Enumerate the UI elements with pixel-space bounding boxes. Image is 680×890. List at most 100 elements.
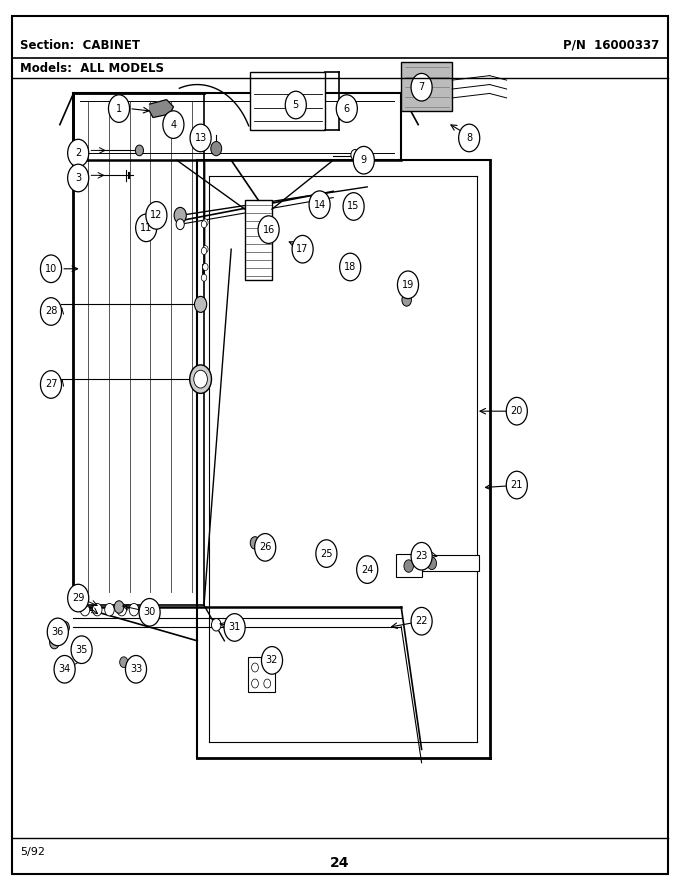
Circle shape [120, 657, 128, 668]
Circle shape [254, 533, 276, 562]
Circle shape [411, 542, 432, 570]
Circle shape [71, 635, 92, 664]
Circle shape [309, 191, 330, 218]
Circle shape [211, 142, 222, 156]
Circle shape [316, 539, 337, 568]
Circle shape [125, 655, 147, 684]
Circle shape [105, 603, 114, 616]
Circle shape [354, 147, 374, 174]
Circle shape [250, 537, 260, 549]
Circle shape [146, 201, 167, 230]
Circle shape [41, 297, 61, 325]
Circle shape [261, 646, 283, 675]
Text: 20: 20 [511, 406, 523, 417]
Circle shape [176, 219, 184, 230]
Circle shape [201, 221, 207, 228]
Circle shape [506, 472, 527, 498]
Circle shape [411, 74, 432, 101]
Circle shape [506, 397, 527, 425]
Circle shape [286, 92, 307, 118]
Circle shape [190, 125, 211, 152]
Text: 31: 31 [228, 622, 241, 633]
Text: 18: 18 [344, 262, 356, 272]
Text: P/N  16000337: P/N 16000337 [563, 39, 660, 52]
Text: 27: 27 [45, 379, 57, 390]
Text: 30: 30 [143, 607, 156, 618]
Bar [248, 657, 275, 692]
Circle shape [203, 263, 208, 271]
Circle shape [351, 150, 359, 160]
Circle shape [190, 365, 211, 393]
Text: 22: 22 [415, 616, 428, 627]
Circle shape [67, 584, 88, 612]
Circle shape [201, 247, 207, 255]
Circle shape [258, 216, 279, 244]
Circle shape [67, 140, 88, 167]
Bar [396, 554, 422, 577]
Text: 13: 13 [194, 133, 207, 143]
Circle shape [252, 679, 258, 688]
Circle shape [54, 655, 75, 684]
Text: 14: 14 [313, 199, 326, 210]
Circle shape [139, 598, 160, 627]
Circle shape [108, 95, 129, 122]
Text: 26: 26 [259, 542, 271, 553]
Text: 35: 35 [75, 644, 88, 655]
Circle shape [203, 246, 208, 253]
Text: 24: 24 [330, 856, 350, 870]
Circle shape [41, 255, 61, 283]
Circle shape [201, 274, 207, 281]
Text: 19: 19 [402, 279, 414, 290]
Circle shape [224, 614, 245, 641]
Circle shape [92, 603, 102, 616]
Circle shape [211, 619, 221, 631]
Text: 6: 6 [343, 103, 350, 114]
Circle shape [135, 145, 143, 156]
Text: 10: 10 [45, 263, 57, 274]
Circle shape [114, 601, 124, 613]
Circle shape [117, 603, 126, 616]
Text: 24: 24 [361, 564, 373, 575]
Circle shape [129, 603, 139, 616]
Text: 21: 21 [511, 480, 523, 490]
Text: 11: 11 [140, 222, 152, 233]
Text: 2: 2 [75, 148, 82, 158]
Text: 3: 3 [75, 173, 82, 183]
Text: 32: 32 [266, 655, 278, 666]
Text: 5: 5 [292, 100, 299, 110]
Text: 5/92: 5/92 [20, 846, 46, 857]
Text: Models:  ALL MODELS: Models: ALL MODELS [20, 62, 165, 75]
Text: 12: 12 [150, 210, 163, 221]
Text: 1: 1 [116, 103, 122, 114]
Polygon shape [150, 100, 173, 117]
Circle shape [397, 271, 419, 299]
Circle shape [252, 663, 258, 672]
Circle shape [194, 296, 207, 312]
Text: 7: 7 [418, 82, 425, 93]
Circle shape [264, 679, 271, 688]
Circle shape [402, 294, 411, 306]
Circle shape [458, 125, 480, 152]
Circle shape [203, 219, 208, 226]
Bar [245, 200, 272, 280]
Circle shape [80, 603, 90, 616]
Circle shape [50, 636, 59, 649]
Circle shape [194, 370, 207, 388]
Bar [422, 555, 479, 571]
Circle shape [67, 164, 88, 191]
Circle shape [339, 254, 360, 281]
Text: 25: 25 [320, 548, 333, 559]
Circle shape [60, 621, 69, 634]
Circle shape [336, 95, 358, 122]
Circle shape [357, 555, 378, 584]
Text: 15: 15 [347, 201, 360, 212]
Text: 17: 17 [296, 244, 309, 255]
Circle shape [411, 607, 432, 635]
Bar [250, 72, 325, 130]
Text: 8: 8 [466, 133, 473, 143]
Circle shape [343, 192, 364, 220]
Circle shape [48, 618, 68, 646]
Text: 9: 9 [360, 155, 367, 166]
Text: 16: 16 [262, 224, 275, 235]
Circle shape [174, 207, 186, 223]
